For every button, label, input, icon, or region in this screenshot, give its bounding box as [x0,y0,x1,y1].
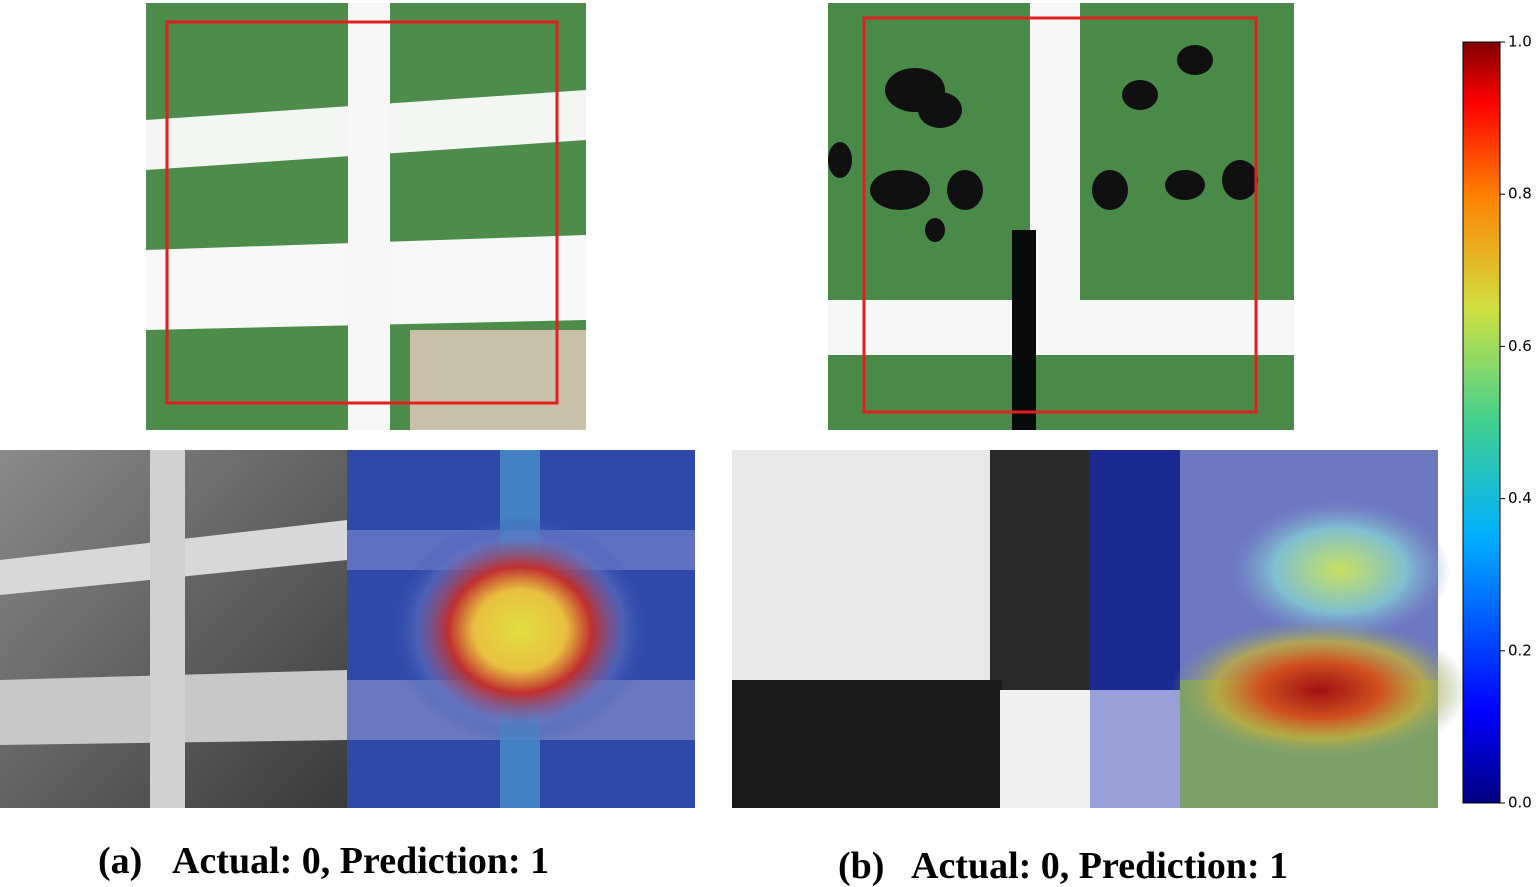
heatmap-b [1090,450,1470,808]
colorbar-tick-label: 0.6 [1508,337,1532,355]
colorbar-tick-label: 0.0 [1508,794,1532,812]
colorbar-gradient [1462,41,1501,804]
satellite-a [146,3,586,430]
panel-caption: Actual: 0, Prediction: 1 [172,840,549,882]
grayscale-a [0,450,347,808]
panel-label: (b) [838,845,884,887]
grayscale-b [732,450,1090,808]
colorbar-tick-label: 1.0 [1508,33,1532,51]
satellite-b [828,3,1294,430]
panel-caption: Actual: 0, Prediction: 1 [911,845,1288,887]
colorbar [1462,41,1501,804]
heatmap-a [347,450,695,808]
panel-label: (a) [98,840,142,882]
colorbar-tick-label: 0.4 [1508,489,1532,507]
colorbar-tick-label: 0.2 [1508,641,1532,659]
colorbar-tick-label: 0.8 [1508,185,1532,203]
